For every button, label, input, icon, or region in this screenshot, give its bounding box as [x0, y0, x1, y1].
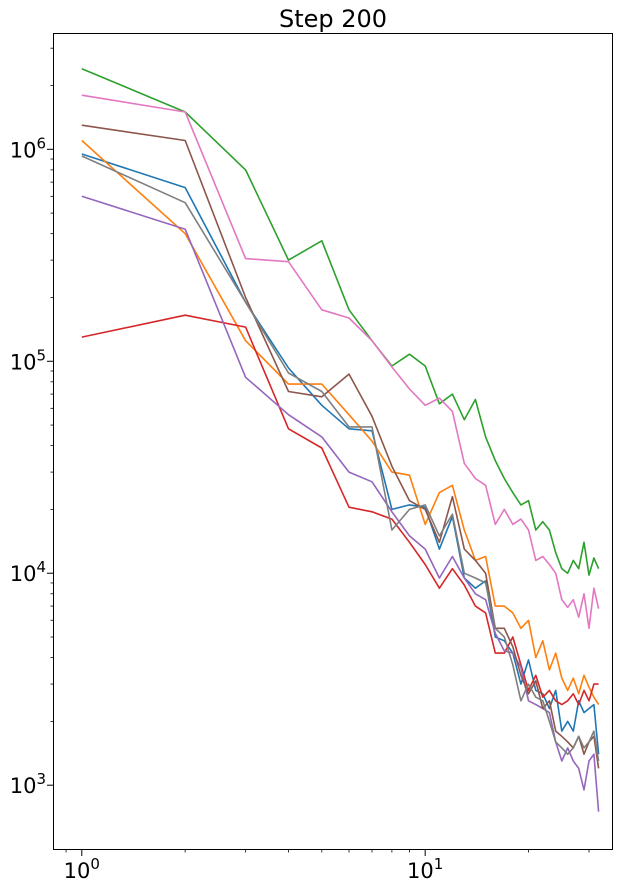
y-axis: 103 104 105 106	[10, 47, 54, 798]
series-line-5	[81, 195, 600, 812]
y-tick-label: 104	[10, 558, 46, 586]
x-tick-label: 100	[64, 855, 100, 883]
series-line-2	[81, 139, 600, 706]
series-line-6	[81, 124, 600, 769]
series-line-1	[81, 153, 600, 755]
x-tick-label: 101	[407, 855, 443, 883]
series-line-8	[81, 155, 600, 762]
x-axis: 100 101	[64, 849, 590, 883]
y-tick-label: 105	[10, 346, 46, 374]
series-line-4	[81, 314, 599, 706]
y-tick-label: 106	[10, 134, 46, 162]
chart-title: Step 200	[279, 5, 387, 33]
series-line-7	[81, 94, 600, 630]
y-tick-label: 103	[10, 770, 46, 798]
series-line-3	[81, 67, 600, 576]
plot-frame	[53, 33, 613, 850]
series-layer	[81, 67, 600, 812]
